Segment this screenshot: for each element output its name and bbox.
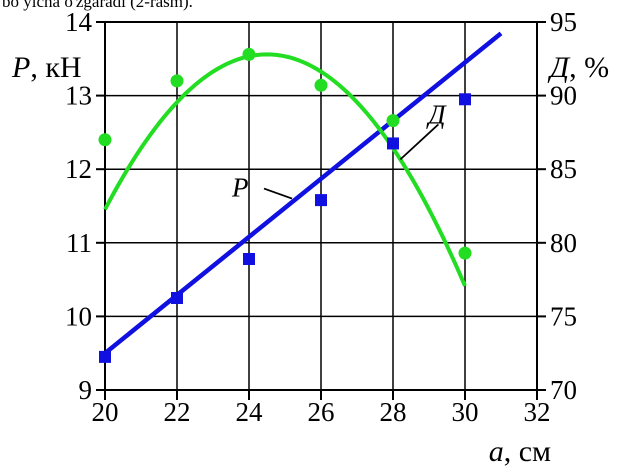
x-tick-label: 24	[236, 397, 264, 427]
y-left-tick-label: 9	[79, 375, 93, 405]
p-fit-line	[103, 31, 503, 355]
grid	[105, 22, 537, 390]
d-curve-leader	[399, 123, 440, 161]
p-data-point	[387, 137, 399, 150]
y-left-tick-label: 13	[65, 81, 92, 111]
fit-curves	[103, 31, 503, 355]
x-tick-label: 22	[164, 397, 191, 427]
y-right-tick-label: 80	[550, 228, 577, 258]
x-axis-title: a, см	[489, 435, 551, 466]
p-data-point	[315, 194, 327, 207]
x-unit: см	[519, 435, 551, 466]
d-data-point	[386, 114, 400, 128]
x-symbol: a	[489, 435, 504, 466]
d-data-point	[242, 47, 256, 61]
x-sep: ,	[504, 435, 519, 466]
p-data-point	[243, 252, 255, 265]
d-data-point	[314, 78, 328, 92]
y-left-symbol: P	[11, 51, 30, 84]
x-tick-label: 26	[308, 397, 335, 427]
y-right-unit: %	[584, 51, 609, 84]
d-data-point	[458, 246, 472, 260]
p-data-point	[99, 350, 111, 363]
p-curve-label: P	[231, 173, 249, 203]
p-curve-leader	[263, 187, 293, 200]
caption-fragment: bo yicha o'zgaradi (2-rasm).	[2, 0, 193, 11]
x-tick-label: 30	[452, 397, 479, 427]
y-right-tick-label: 75	[550, 301, 577, 331]
y-left-tick-label: 14	[65, 7, 93, 37]
y-right-tick-label: 95	[550, 7, 577, 37]
x-tick-label: 20	[92, 397, 119, 427]
y-right-tick-label: 90	[550, 81, 577, 111]
y-right-tick-label: 85	[550, 154, 577, 184]
y-right-symbol: Д	[547, 51, 571, 84]
y-left-tick-label: 10	[65, 301, 92, 331]
y-left-axis-title: P, кН	[11, 51, 82, 84]
d-data-point	[170, 74, 184, 88]
p-data-point	[171, 292, 183, 304]
data-points	[98, 47, 472, 363]
d-fit-curve	[103, 52, 467, 287]
y-left-sep: ,	[30, 51, 45, 84]
y-right-tick-label: 70	[550, 375, 577, 405]
d-data-point	[98, 133, 112, 147]
y-left-tick-label: 11	[66, 228, 92, 258]
y-right-axis-title: Д, %	[547, 51, 609, 84]
x-tick-label: 28	[380, 397, 407, 427]
d-curve-label: Д	[425, 99, 447, 129]
p-data-point	[459, 93, 471, 106]
y-left-unit: кН	[45, 51, 81, 84]
y-left-tick-label: 12	[65, 154, 92, 184]
x-tick-label: 32	[524, 397, 551, 427]
tick-labels: 20 22 24 26 28 30 32 9 10 11 12 13 14 70 75 80 85 90 95	[65, 7, 577, 427]
y-right-sep: ,	[569, 51, 584, 84]
ticks	[96, 21, 546, 400]
